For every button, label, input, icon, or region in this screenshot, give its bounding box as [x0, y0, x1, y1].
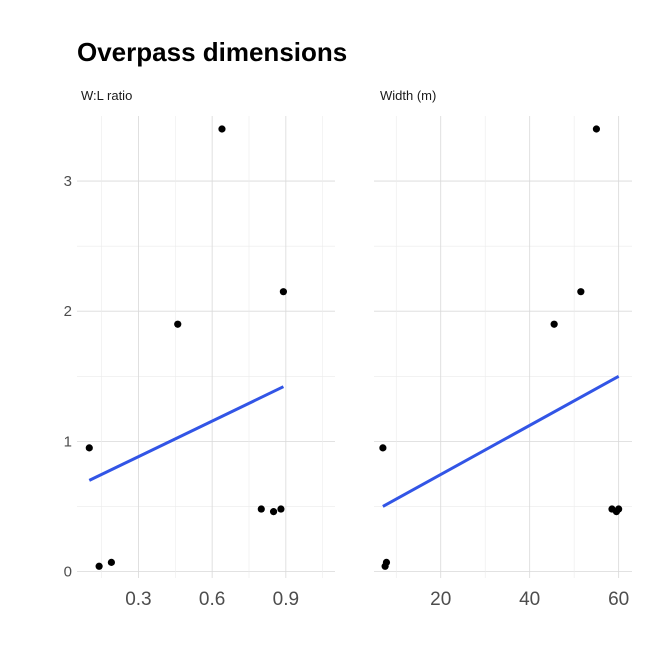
- trend-line: [88, 385, 285, 482]
- chart-title: Overpass dimensions: [77, 37, 347, 67]
- data-point: [257, 505, 265, 513]
- panel-label-width: Width (m): [380, 88, 436, 103]
- y-tick-label: 1: [64, 433, 72, 450]
- data-point: [269, 508, 278, 516]
- data-point: [95, 562, 103, 570]
- data-point: [382, 558, 391, 566]
- x-tick-label: 20: [430, 589, 451, 610]
- data-point: [85, 444, 93, 452]
- x-tick-label: 60: [608, 589, 629, 610]
- x-tick-label: 0.6: [199, 589, 225, 610]
- data-point: [277, 505, 285, 513]
- data-point: [615, 505, 623, 513]
- x-tick-label: 40: [519, 589, 540, 610]
- data-point: [550, 320, 558, 328]
- trend-line: [382, 374, 620, 508]
- y-tick-label: 2: [64, 303, 72, 320]
- x-tick-label: 0.9: [273, 589, 299, 610]
- x-tick-label: 0.3: [125, 589, 151, 610]
- data-point: [592, 125, 601, 133]
- data-point: [279, 288, 287, 296]
- panel-label-wl-ratio: W:L ratio: [81, 88, 132, 103]
- data-point: [174, 320, 182, 328]
- y-tick-label: 0: [64, 563, 72, 580]
- y-tick-label: 3: [64, 173, 72, 190]
- data-point: [577, 288, 585, 296]
- data-point: [107, 558, 115, 566]
- data-point: [218, 125, 226, 133]
- data-point: [379, 444, 387, 452]
